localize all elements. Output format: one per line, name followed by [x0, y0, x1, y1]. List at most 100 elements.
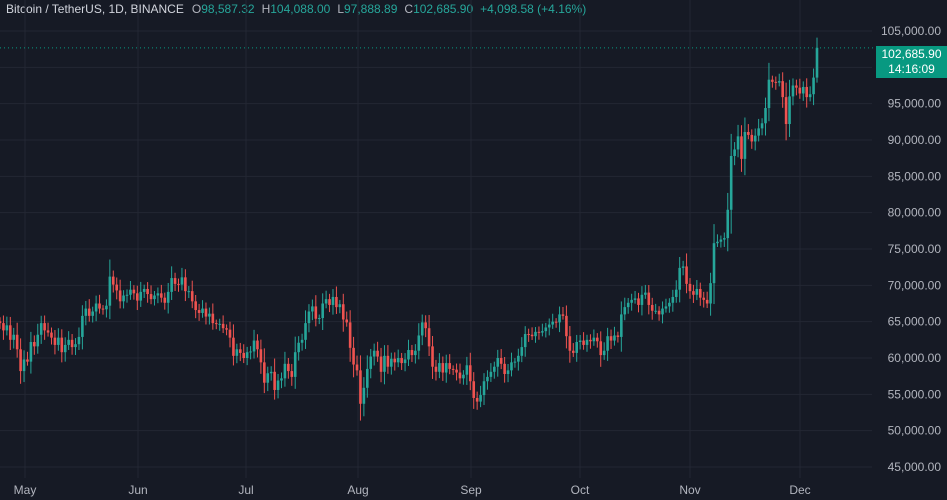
candle-body [654, 310, 657, 312]
candle-body [795, 85, 798, 88]
high-value: 104,088.00 [270, 2, 331, 16]
time-tick-label: Jun [128, 483, 147, 497]
candle-body [331, 296, 335, 305]
candle-body [448, 363, 451, 369]
candle-body [273, 371, 276, 390]
candle-body [558, 314, 561, 323]
candle-body [633, 298, 637, 300]
candle-body [517, 355, 520, 362]
candle-body [252, 340, 256, 352]
candle-body [729, 155, 733, 210]
candle-body [602, 350, 606, 356]
candle-body [637, 298, 640, 305]
ohlc-legend: Bitcoin / TetherUS, 1D, BINANCE O 98,587.… [6, 2, 593, 16]
candle-body [599, 341, 603, 356]
time-axis[interactable]: May Jun Jul Aug Sep Oct Nov Dec [14, 483, 811, 497]
candle-body [438, 363, 441, 372]
candle-body [551, 321, 554, 325]
candle-body [671, 296, 675, 303]
candle-body [726, 209, 730, 239]
candle-body [554, 321, 558, 323]
price-tick-label: 45,000.00 [888, 460, 942, 474]
bar-countdown: 14:16:09 [888, 62, 935, 76]
candle-body [29, 342, 33, 362]
candle-body [208, 313, 211, 317]
close-value: 102,685.90 [413, 2, 474, 16]
candle-body [376, 350, 379, 357]
symbol-title: Bitcoin / TetherUS, 1D, BINANCE [6, 2, 184, 16]
candle-body [249, 351, 252, 353]
candle-body [22, 359, 26, 372]
candle-body [0, 321, 2, 324]
candle-body [784, 97, 788, 125]
candle-body [324, 299, 328, 304]
candle-body [173, 278, 177, 284]
candle-body [788, 96, 791, 125]
candle-body [410, 350, 414, 356]
price-tick-label: 110,000.00 [882, 0, 941, 2]
candle-body [60, 337, 64, 353]
candle-body [534, 331, 537, 337]
candle-body [561, 314, 565, 316]
candle-body [678, 267, 681, 290]
candle-body [221, 323, 225, 329]
candle-body [125, 294, 129, 296]
candle-body [26, 359, 29, 362]
candle-body [475, 397, 479, 402]
candle-body [187, 291, 191, 293]
candle-body [156, 293, 160, 296]
candle-body [57, 337, 60, 345]
candle-body [2, 323, 5, 331]
candle-body [201, 308, 204, 313]
price-tick-label: 90,000.00 [888, 133, 942, 147]
price-tick-label: 60,000.00 [888, 351, 942, 365]
candle-body [105, 305, 108, 310]
candle-body [132, 289, 136, 294]
time-tick-label: Jul [238, 483, 253, 497]
candle-body [620, 314, 623, 337]
candle-body [740, 136, 743, 159]
candle-body [369, 356, 373, 369]
candle-body [242, 352, 246, 358]
low-label: L [337, 2, 344, 16]
candle-body [87, 308, 91, 316]
candle-body [149, 294, 153, 300]
candle-body [36, 334, 40, 347]
candle-body [139, 291, 143, 301]
candle-body [348, 322, 352, 348]
candle-body [733, 149, 736, 156]
candle-body [616, 335, 620, 337]
candle-body [747, 132, 750, 135]
low-value: 97,888.89 [344, 2, 398, 16]
candle-body [434, 366, 438, 372]
candles [0, 37, 819, 421]
candle-body [108, 276, 112, 306]
candle-body [304, 323, 307, 340]
candle-body [777, 81, 781, 83]
candle-body [300, 339, 304, 343]
candle-body [269, 371, 273, 374]
candle-body [122, 295, 125, 302]
time-tick-label: Sep [460, 483, 482, 497]
candle-body [547, 324, 551, 328]
candle-body [403, 359, 407, 364]
candle-body [166, 291, 170, 303]
candle-body [664, 306, 668, 309]
candle-body [163, 297, 167, 303]
candle-body [424, 322, 427, 329]
candle-body [8, 325, 12, 340]
candle-body [613, 335, 616, 341]
candle-body [812, 77, 815, 95]
price-tick-label: 75,000.00 [888, 242, 942, 256]
candle-body [407, 350, 410, 360]
time-tick-label: Aug [347, 483, 368, 497]
candle-body [486, 376, 489, 382]
candle-body [276, 380, 280, 390]
candle-body [674, 289, 678, 297]
candle-body [626, 302, 630, 308]
candle-body [70, 339, 74, 348]
candle-body [290, 371, 294, 377]
candle-body [118, 290, 122, 302]
candle-body [177, 283, 180, 285]
